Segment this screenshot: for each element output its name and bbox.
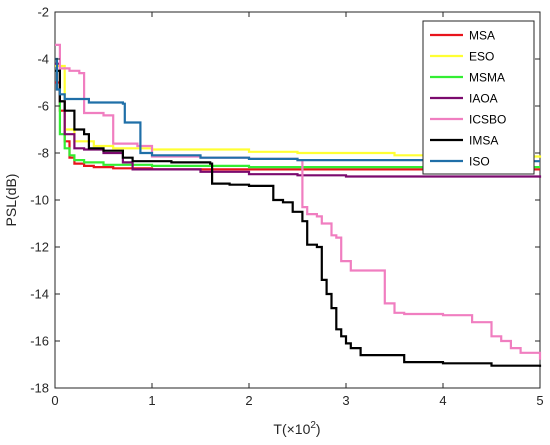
y-tick-label: -10 [30, 193, 49, 208]
legend-label-eso: ESO [469, 50, 494, 64]
x-axis-title: T(×102) [273, 420, 320, 437]
series-layer [55, 43, 542, 367]
y-tick-label: -14 [30, 287, 49, 302]
x-tick-label: 5 [536, 393, 543, 408]
series-line-iaoa [55, 62, 542, 178]
y-tick-label: -2 [37, 5, 49, 20]
x-axis-title-superscript: 2 [310, 420, 316, 431]
legend-label-imsa: IMSA [469, 134, 498, 148]
x-tick-label: 0 [51, 393, 58, 408]
y-axis-title: PSL(dB) [3, 174, 19, 227]
x-tick-label: 4 [439, 393, 446, 408]
legend-label-iaoa: IAOA [469, 92, 498, 106]
x-axis-title-close: ) [316, 421, 321, 437]
legend-label-iso: ISO [469, 155, 490, 169]
y-tick-label: -8 [37, 146, 49, 161]
legend-label-msma: MSMA [469, 71, 505, 85]
y-tick-label: -12 [30, 240, 49, 255]
series-line-imsa [55, 69, 542, 367]
legend: MSA ESO MSMA IAOA ICSBO IMSA ISO [422, 20, 535, 175]
series-line-icsbo [55, 43, 542, 360]
y-tick-label: -4 [37, 52, 49, 67]
legend-label-icsbo: ICSBO [469, 113, 506, 127]
y-tick-label: -18 [30, 381, 49, 396]
x-axis-title-main: T(×10 [273, 421, 310, 437]
series-line-iso [55, 57, 540, 163]
y-tick-label: -6 [37, 99, 49, 114]
tick-layer: 0 1 2 3 4 5 -18 -16 -14 -12 -10 -8 -6 -4 -2 [30, 5, 543, 409]
x-tick-label: 1 [148, 393, 155, 408]
x-tick-label: 2 [245, 393, 252, 408]
y-tick-label: -16 [30, 334, 49, 349]
x-tick-label: 3 [342, 393, 349, 408]
legend-label-msa: MSA [469, 29, 495, 43]
